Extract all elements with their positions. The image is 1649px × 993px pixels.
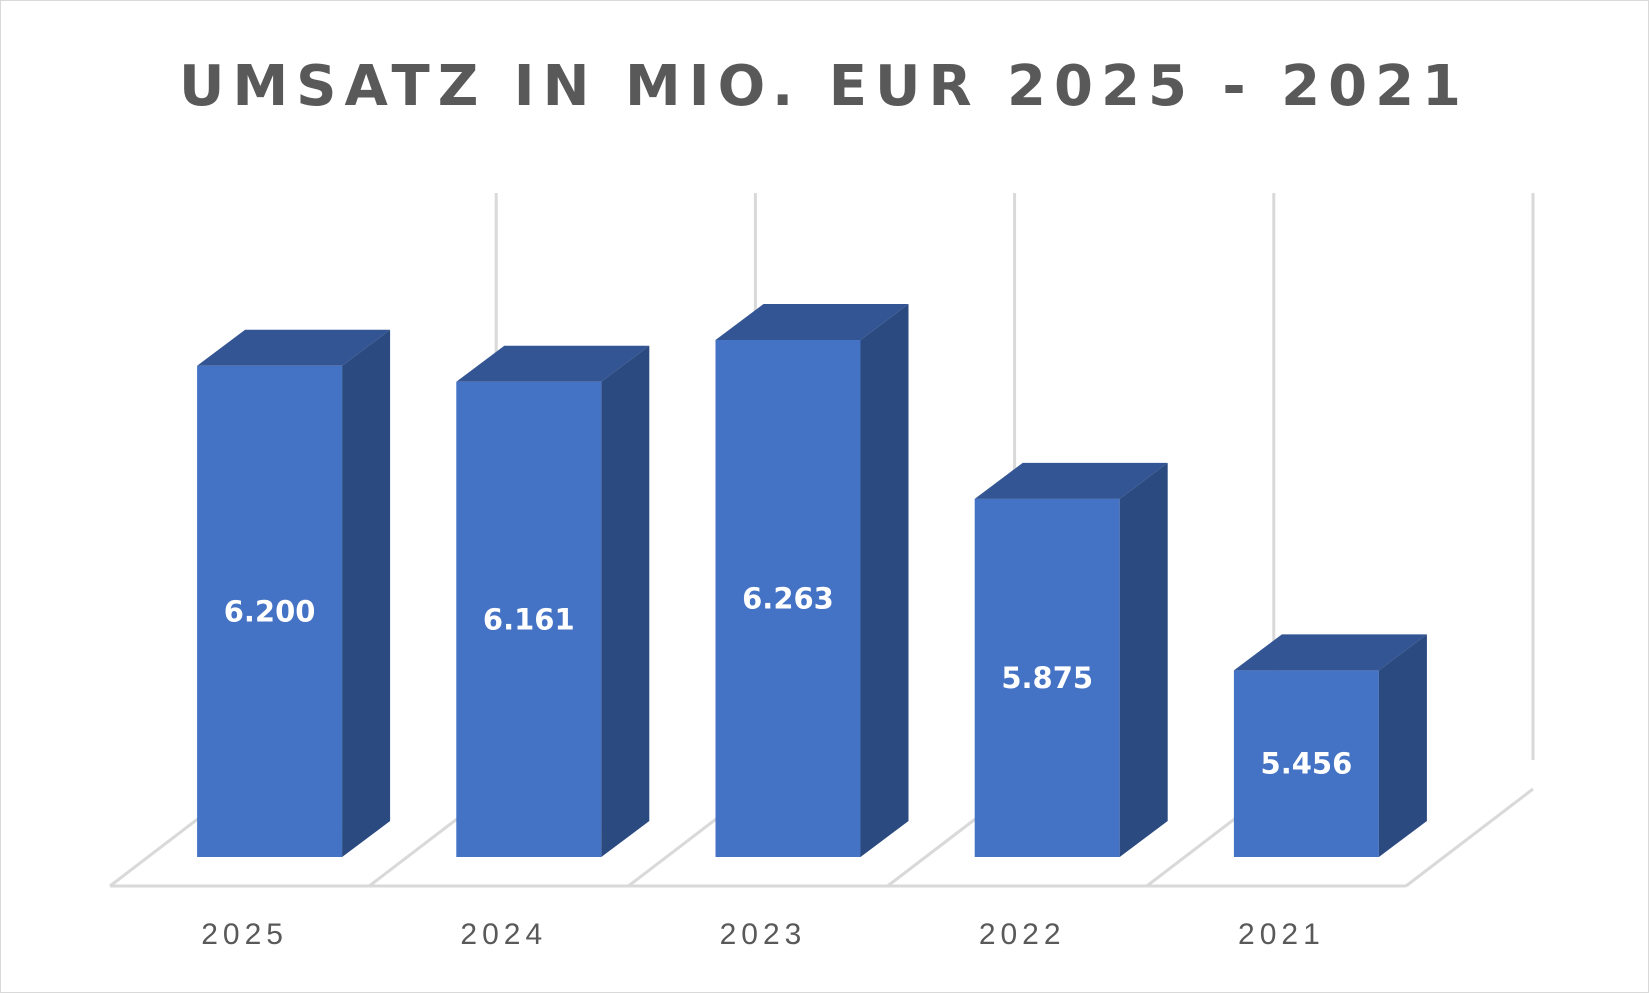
chart-title: UMSATZ IN MIO. EUR 2025 - 2021 <box>179 54 1469 119</box>
bar-top <box>974 462 1168 499</box>
data-label: 6.263 <box>742 582 834 616</box>
bars: 6.200 6.161 6.263 5.875 5.456 <box>197 304 1427 858</box>
bar-2023: 6.263 <box>715 304 909 858</box>
data-label: 6.200 <box>224 594 316 628</box>
bar-side <box>1119 462 1168 857</box>
data-label: 6.161 <box>483 602 575 636</box>
data-label: 5.875 <box>1001 661 1093 695</box>
bar-front <box>456 381 602 857</box>
data-label: 5.456 <box>1261 747 1353 781</box>
bar-front <box>974 498 1120 857</box>
bar-side <box>860 304 909 858</box>
bar-side <box>342 329 391 857</box>
bar-2022: 5.875 <box>974 462 1168 857</box>
bar-2021: 5.456 <box>1233 634 1427 857</box>
x-axis-ticks: 2025 2024 2023 2022 2021 <box>201 918 1325 951</box>
bar-front <box>1233 670 1379 857</box>
bar-side <box>601 345 650 857</box>
bar-top <box>456 345 650 382</box>
bar-front <box>197 365 343 857</box>
x-tick-label: 2023 <box>720 918 807 951</box>
x-tick-label: 2024 <box>460 918 547 951</box>
bar-2025: 6.200 <box>197 329 391 857</box>
bar-top <box>715 304 909 341</box>
floor-diagonal <box>1405 787 1534 888</box>
x-tick-label: 2022 <box>979 918 1066 951</box>
bar-top <box>1233 634 1427 671</box>
bar-side <box>1378 634 1427 857</box>
bar-top <box>197 329 391 366</box>
x-tick-label: 2021 <box>1238 918 1325 951</box>
x-tick-label: 2025 <box>201 918 288 951</box>
bar-2024: 6.161 <box>456 345 650 857</box>
bar-front <box>715 340 861 858</box>
